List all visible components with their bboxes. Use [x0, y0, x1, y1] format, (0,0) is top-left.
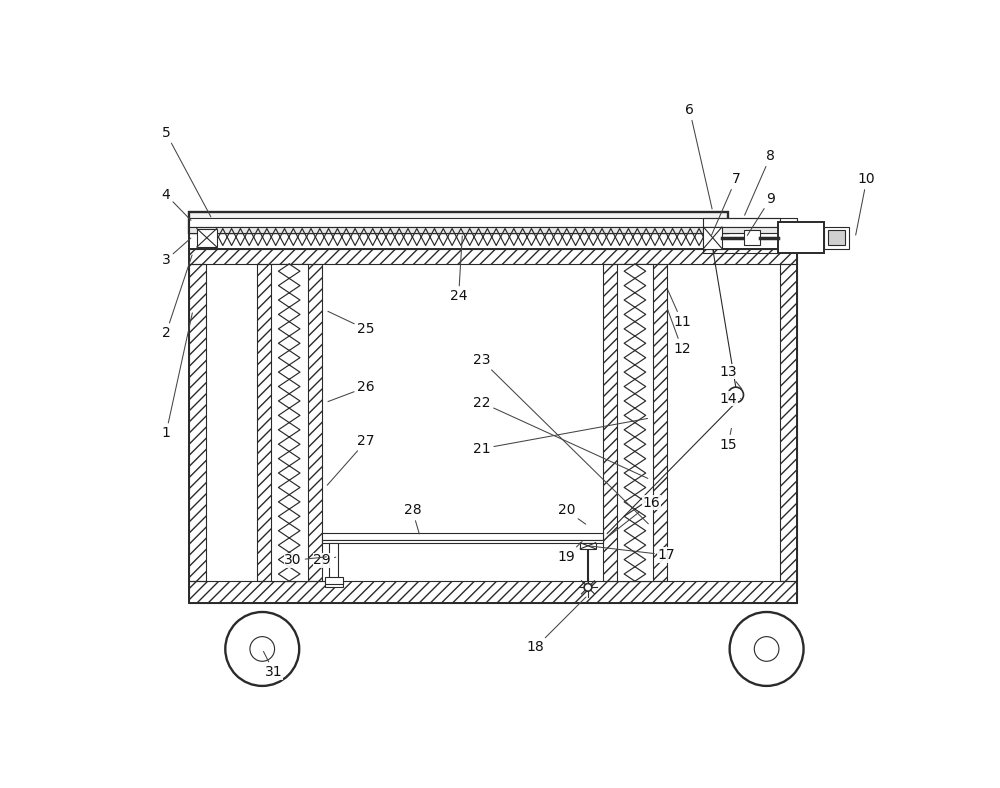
Text: 22: 22 — [473, 396, 648, 478]
Text: 5: 5 — [162, 126, 211, 217]
Text: 29: 29 — [313, 553, 336, 567]
Circle shape — [225, 612, 299, 686]
Text: 30: 30 — [284, 553, 326, 567]
Text: 8: 8 — [745, 149, 775, 215]
Bar — [617, 264, 653, 582]
Circle shape — [730, 612, 804, 686]
Text: 28: 28 — [404, 504, 421, 534]
Text: 27: 27 — [327, 434, 375, 485]
Bar — [189, 264, 206, 582]
Text: 17: 17 — [591, 546, 675, 562]
Bar — [189, 248, 797, 264]
Bar — [329, 543, 338, 582]
Bar — [744, 230, 760, 246]
Text: 7: 7 — [711, 173, 740, 236]
Text: 26: 26 — [328, 380, 375, 402]
Text: 15: 15 — [719, 429, 737, 452]
Bar — [824, 227, 849, 248]
Circle shape — [584, 583, 592, 591]
Bar — [189, 233, 797, 248]
Bar — [603, 264, 666, 582]
Text: 21: 21 — [473, 418, 648, 455]
Text: 13: 13 — [719, 365, 742, 388]
Text: 2: 2 — [162, 255, 192, 340]
Text: 10: 10 — [856, 173, 876, 235]
Text: 24: 24 — [450, 236, 467, 303]
Bar — [189, 212, 728, 233]
Text: 3: 3 — [162, 238, 191, 267]
Bar — [828, 230, 845, 246]
Text: 12: 12 — [667, 309, 691, 355]
Text: 11: 11 — [668, 290, 691, 329]
Bar — [257, 264, 322, 582]
Text: 6: 6 — [685, 103, 712, 209]
Text: 25: 25 — [328, 311, 375, 336]
Circle shape — [250, 637, 275, 661]
Bar — [703, 217, 780, 253]
Text: 20: 20 — [558, 504, 586, 524]
Text: 19: 19 — [558, 541, 582, 563]
Bar — [322, 540, 603, 543]
Bar — [325, 582, 343, 587]
Bar — [197, 229, 217, 247]
Text: 1: 1 — [162, 313, 192, 440]
Circle shape — [728, 387, 744, 403]
Text: 14: 14 — [719, 392, 741, 406]
Text: 4: 4 — [162, 188, 191, 221]
Bar — [189, 582, 797, 603]
Bar — [271, 264, 308, 582]
Bar — [703, 227, 722, 248]
Bar — [780, 264, 797, 582]
Bar — [580, 543, 596, 549]
Text: 9: 9 — [747, 191, 775, 236]
Bar — [189, 227, 797, 233]
Bar — [778, 222, 824, 253]
Bar — [322, 533, 603, 540]
Text: 16: 16 — [609, 496, 660, 536]
Text: 31: 31 — [263, 652, 283, 679]
Text: 18: 18 — [527, 597, 586, 654]
Text: 23: 23 — [473, 353, 648, 524]
Bar — [189, 217, 797, 227]
Circle shape — [754, 637, 779, 661]
Bar — [325, 578, 343, 583]
Bar — [189, 248, 797, 603]
